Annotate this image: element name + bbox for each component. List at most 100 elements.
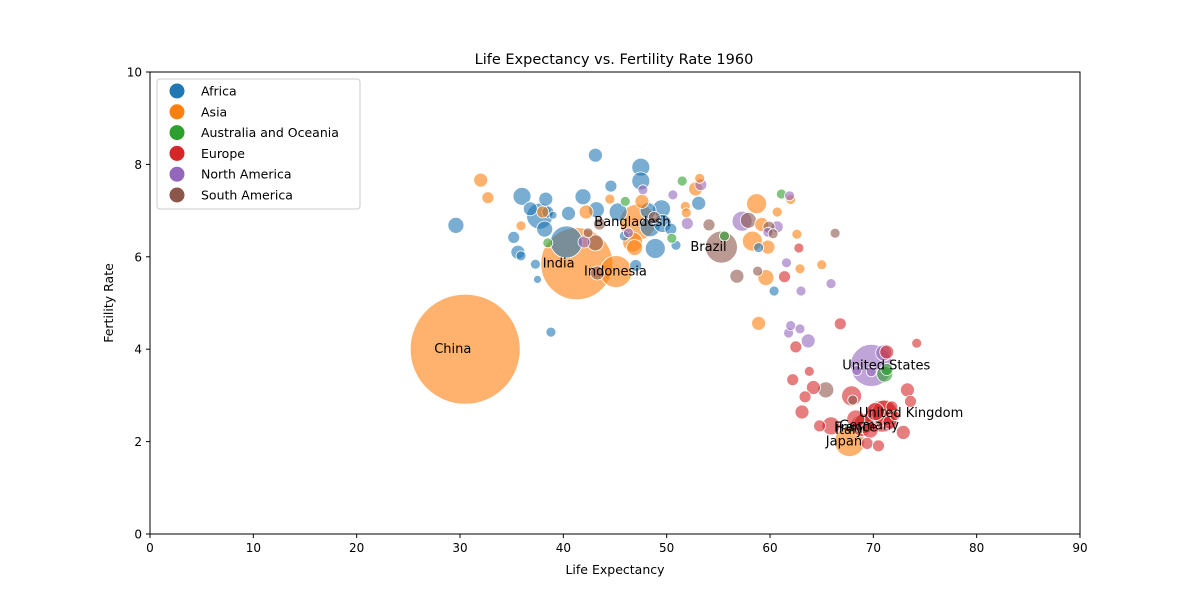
y-tick-label: 0 <box>134 528 142 542</box>
data-point <box>791 228 803 240</box>
data-point <box>778 270 791 284</box>
data-point <box>515 250 527 262</box>
data-point <box>719 230 730 242</box>
x-tick-label: 80 <box>969 541 984 555</box>
data-point <box>813 419 826 433</box>
x-tick-label: 20 <box>349 541 364 555</box>
data-point <box>676 175 688 187</box>
point-annotation: France <box>834 421 877 436</box>
data-point <box>533 274 542 284</box>
data-point <box>803 365 815 377</box>
y-tick-label: 2 <box>134 435 142 449</box>
y-tick-label: 10 <box>127 66 142 80</box>
data-point <box>593 217 606 231</box>
data-point <box>604 179 618 193</box>
legend-marker <box>169 166 185 182</box>
data-point <box>538 191 554 207</box>
data-point <box>806 380 821 395</box>
legend-marker <box>169 125 185 141</box>
x-tick-label: 40 <box>556 541 571 555</box>
data-point <box>767 228 779 240</box>
data-point <box>604 193 616 205</box>
data-point <box>409 293 521 405</box>
data-point <box>895 424 911 440</box>
data-point <box>447 216 465 234</box>
data-point <box>794 404 810 420</box>
y-tick-label: 6 <box>134 250 142 264</box>
data-point <box>667 189 679 201</box>
data-point <box>904 394 917 408</box>
data-point <box>785 320 797 332</box>
data-point <box>771 206 783 218</box>
point-annotation: China <box>434 342 471 357</box>
x-axis-label: Life Expectancy <box>565 562 665 577</box>
data-point <box>691 195 707 211</box>
legend-label: Europe <box>201 146 245 161</box>
y-tick-label: 8 <box>134 158 142 172</box>
data-point <box>694 172 706 184</box>
data-point <box>795 285 807 297</box>
point-annotation: Brazil <box>690 240 726 255</box>
data-point <box>847 394 859 406</box>
data-point <box>522 201 538 217</box>
data-point <box>751 315 766 331</box>
data-point <box>705 230 738 264</box>
data-point <box>800 333 816 349</box>
legend-label: Australia and Oceania <box>201 125 339 140</box>
data-point <box>507 230 521 244</box>
data-point <box>825 278 837 290</box>
data-point <box>619 195 631 207</box>
data-point <box>746 193 767 215</box>
y-axis: 0 2 4 6 8 10 <box>127 66 150 542</box>
data-point <box>545 326 557 338</box>
data-point <box>900 382 915 398</box>
data-point <box>794 323 806 335</box>
data-point <box>530 258 541 270</box>
data-point <box>644 238 666 259</box>
point-annotation: India <box>543 257 575 272</box>
data-point <box>846 409 866 429</box>
legend-label: Asia <box>201 104 227 119</box>
data-point <box>515 220 527 232</box>
plot-frame <box>149 71 1081 535</box>
data-point <box>629 259 643 273</box>
data-point <box>865 366 877 378</box>
data-points-layer <box>409 147 923 458</box>
data-point <box>798 390 812 404</box>
legend-marker <box>169 83 185 99</box>
data-point <box>789 340 803 354</box>
point-annotation: United States <box>842 358 930 373</box>
data-point <box>542 237 554 249</box>
point-annotation: Italy <box>835 423 864 438</box>
point-annotation: Indonesia <box>584 265 647 280</box>
data-point <box>536 205 550 219</box>
data-point <box>752 265 763 277</box>
x-tick-label: 90 <box>1072 541 1087 555</box>
x-tick-label: 60 <box>762 541 777 555</box>
data-point <box>481 191 495 205</box>
data-point <box>574 188 592 206</box>
data-point <box>781 257 792 269</box>
data-point <box>536 220 554 238</box>
y-tick-label: 4 <box>134 343 142 357</box>
data-point <box>786 373 800 387</box>
data-point <box>866 402 885 422</box>
data-point <box>889 410 901 422</box>
chart-title: Life Expectancy vs. Fertility Rate 1960 <box>475 52 754 68</box>
data-point <box>473 172 489 188</box>
point-annotation: Germany <box>839 418 899 433</box>
data-point <box>829 227 841 239</box>
point-annotation: Bangladesh <box>594 215 670 230</box>
x-tick-label: 70 <box>866 541 881 555</box>
legend-marker <box>169 145 185 161</box>
data-point <box>634 193 650 209</box>
x-axis: 0 10 20 30 40 50 60 70 80 90 <box>146 534 1088 555</box>
data-point <box>816 259 828 271</box>
data-point <box>561 205 576 221</box>
data-point <box>647 211 661 224</box>
x-tick-label: 50 <box>659 541 674 555</box>
legend-marker <box>169 104 185 120</box>
data-point <box>911 337 923 349</box>
data-point <box>588 147 603 163</box>
data-point <box>833 317 847 331</box>
